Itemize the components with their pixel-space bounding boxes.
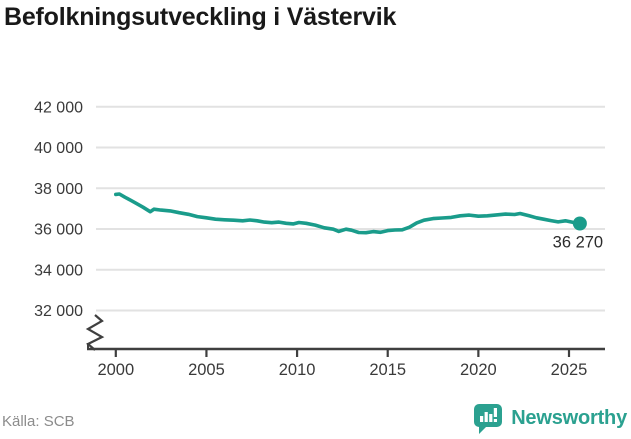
end-value-label: 36 270: [553, 233, 603, 251]
y-axis-tick-label: 38 000: [34, 181, 83, 198]
end-point-dot: [572, 216, 587, 231]
population-line: [114, 192, 582, 235]
y-axis-tick-label: 40 000: [34, 140, 83, 157]
x-axis-tick-label: 2000: [97, 361, 134, 379]
y-axis-tick-label: 36 000: [34, 222, 83, 239]
x-axis-tick-label: 2020: [460, 361, 497, 379]
newsworthy-chart-bubble-icon: [474, 404, 503, 434]
x-axis-tick-label: 2025: [551, 361, 588, 379]
x-axis-tick-label: 2015: [369, 361, 406, 379]
source-note: Källa: SCB: [2, 413, 75, 430]
y-axis-tick-label: 32 000: [34, 303, 83, 320]
page-title: Befolkningsutveckling i Västervik: [4, 3, 397, 31]
x-axis-tick-label: 2005: [188, 361, 225, 379]
y-axis-tick-label: 34 000: [34, 262, 83, 279]
newsworthy-logo: Newsworthy: [473, 403, 627, 434]
x-axis-tick-label: 2010: [279, 361, 316, 379]
brand-name: Newsworthy: [511, 407, 627, 429]
y-axis-tick-label: 42 000: [34, 99, 83, 116]
axis-break-icon: [85, 314, 105, 351]
